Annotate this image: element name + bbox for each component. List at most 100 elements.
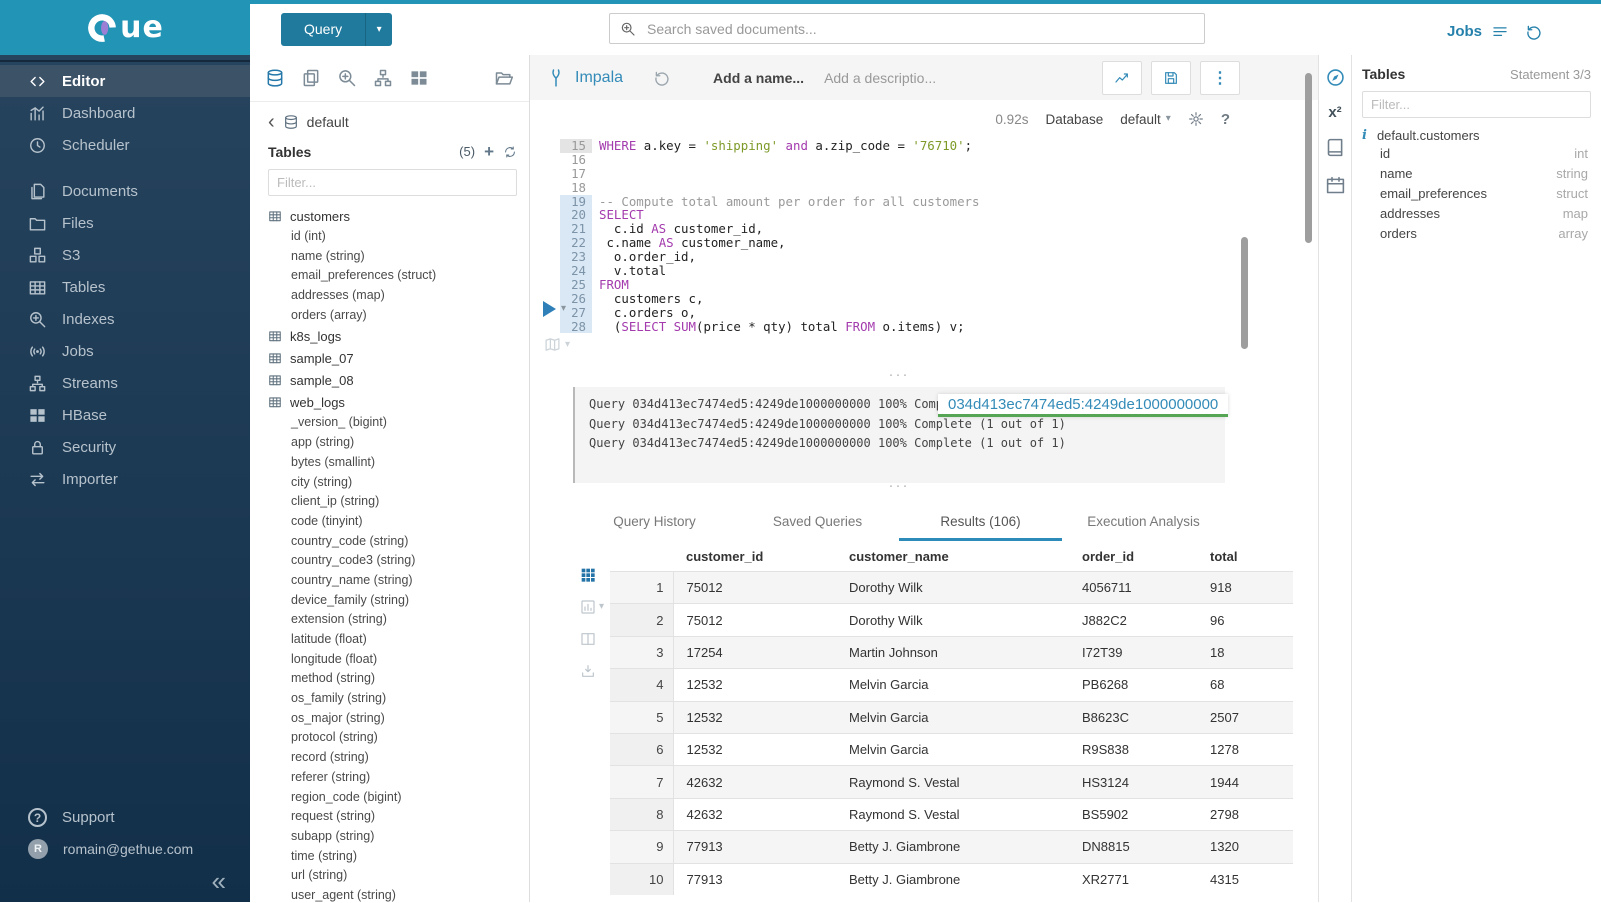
sitemap-icon[interactable] (373, 68, 393, 88)
column-header[interactable]: total (1210, 548, 1238, 564)
language-reference-icon[interactable] (1325, 137, 1346, 158)
table-item[interactable]: sample_07 (268, 347, 517, 369)
column-item[interactable]: country_name (string) (291, 572, 413, 587)
database-name[interactable]: default (306, 114, 349, 130)
column-row[interactable]: orders array (1362, 224, 1591, 244)
column-item[interactable]: name (string) (291, 248, 365, 263)
query-description-field[interactable]: Add a descriptio... (824, 69, 937, 86)
document-search[interactable] (609, 13, 1205, 44)
sidebar-item-streams[interactable]: Streams (0, 367, 250, 399)
resize-handle-top[interactable]: ··· (888, 366, 910, 383)
search-input[interactable] (645, 19, 1194, 38)
column-item[interactable]: time (string) (291, 848, 357, 863)
column-item[interactable]: country_code (string) (291, 533, 409, 548)
resize-handle-bottom[interactable]: ··· (888, 477, 910, 494)
column-item[interactable]: region_code (bigint) (291, 789, 402, 804)
search-plus-icon[interactable] (337, 68, 357, 88)
right-filter-input[interactable] (1362, 91, 1591, 118)
table-item[interactable]: sample_08 (268, 369, 517, 391)
column-item[interactable]: os_family (string) (291, 691, 387, 706)
column-item[interactable]: request (string) (291, 809, 376, 824)
query-name-field[interactable]: Add a name... (713, 69, 805, 86)
column-item[interactable]: record (string) (291, 750, 369, 765)
column-row[interactable]: name string (1362, 163, 1591, 183)
column-item[interactable]: addresses (map) (291, 288, 385, 303)
engine-badge[interactable]: Impala (546, 68, 623, 88)
active-table-name[interactable]: default.customers (1376, 128, 1480, 143)
main-scrollbar[interactable] (1305, 73, 1312, 243)
info-icon[interactable]: i (1362, 128, 1367, 143)
sidebar-item-hbase[interactable]: HBase (0, 399, 250, 431)
save-button[interactable] (1151, 60, 1191, 95)
chart-button[interactable] (1102, 60, 1142, 95)
explain-button[interactable]: ▾ (544, 336, 570, 353)
column-row[interactable]: addresses map (1362, 204, 1591, 224)
sidebar-item-security[interactable]: Security (0, 431, 250, 463)
column-item[interactable]: longitude (float) (291, 651, 378, 666)
new-query-label[interactable]: Query (304, 21, 343, 37)
column-item[interactable]: method (string) (291, 671, 376, 686)
column-item[interactable]: app (string) (291, 435, 355, 450)
settings-gear-icon[interactable] (1188, 111, 1204, 127)
table-item[interactable]: customers (268, 205, 517, 227)
functions-icon[interactable]: x² (1328, 104, 1342, 121)
folder-open-icon[interactable] (494, 68, 514, 88)
sidebar-item-editor[interactable]: Editor (0, 65, 250, 97)
tab-results-106[interactable]: Results (106) (899, 502, 1062, 541)
assistant-compass-icon[interactable] (1325, 67, 1346, 88)
grid-view-button[interactable] (580, 567, 596, 583)
column-item[interactable]: city (string) (291, 474, 353, 489)
column-item[interactable]: user_agent (string) (291, 887, 396, 902)
tab-saved-queries[interactable]: Saved Queries (772, 514, 863, 529)
column-header[interactable]: customer_id (686, 548, 764, 564)
column-header[interactable]: order_id (1082, 548, 1135, 564)
chevron-left-icon[interactable]: ‹ (268, 111, 275, 133)
databases-icon[interactable] (265, 68, 285, 88)
more-actions-button[interactable]: ⋮ (1200, 60, 1240, 95)
column-item[interactable]: code (tinyint) (291, 513, 363, 528)
database-select[interactable]: default ▾ (1120, 112, 1171, 127)
column-item[interactable]: client_ip (string) (291, 494, 380, 509)
column-item[interactable]: extension (string) (291, 612, 387, 627)
database-breadcrumb[interactable]: ‹ default (268, 111, 517, 133)
sidebar-item-s3[interactable]: S3 (0, 239, 250, 271)
refresh-icon[interactable] (503, 145, 517, 159)
schedule-icon[interactable] (1325, 175, 1346, 196)
column-row[interactable]: id int (1362, 143, 1591, 163)
sidebar-item-indexes[interactable]: Indexes (0, 303, 250, 335)
column-item[interactable]: email_preferences (struct) (291, 268, 437, 283)
apps-grid-icon[interactable] (409, 68, 429, 88)
sidebar-item-tables[interactable]: Tables (0, 271, 250, 303)
query-id-tooltip[interactable]: 034d413ec7474ed5:4249de1000000000 (938, 394, 1229, 417)
jobs-link[interactable]: Jobs (1447, 23, 1509, 41)
column-header[interactable]: customer_name (849, 548, 949, 564)
help-icon[interactable]: ? (1220, 110, 1230, 128)
sidebar-item-dashboard[interactable]: Dashboard (0, 97, 250, 129)
column-item[interactable]: referer (string) (291, 769, 371, 784)
column-item[interactable]: url (string) (291, 868, 348, 883)
hue-logo[interactable]: ue (0, 0, 250, 55)
history-icon[interactable] (1525, 23, 1543, 41)
column-item[interactable]: _version_ (bigint) (291, 415, 387, 430)
sidebar-collapse-icon[interactable]: « (211, 866, 226, 896)
sidebar-item-scheduler[interactable]: Scheduler (0, 129, 250, 161)
active-table-row[interactable]: i default.customers (1362, 128, 1591, 143)
table-item[interactable]: k8s_logs (268, 325, 517, 347)
column-item[interactable]: bytes (smallint) (291, 454, 376, 469)
sidebar-item-user[interactable]: R romain@gethue.com (0, 833, 250, 864)
column-row[interactable]: email_preferences struct (1362, 183, 1591, 203)
documents-icon[interactable] (301, 68, 321, 88)
tables-filter-input[interactable] (268, 169, 517, 196)
sidebar-item-support[interactable]: ? Support (0, 802, 250, 833)
sidebar-item-jobs[interactable]: Jobs (0, 335, 250, 367)
table-item[interactable]: web_logs (268, 391, 517, 413)
column-item[interactable]: device_family (string) (291, 592, 410, 607)
tab-query-history[interactable]: Query History (613, 514, 696, 529)
sidebar-item-files[interactable]: Files (0, 207, 250, 239)
new-query-dropdown[interactable]: ▾ (365, 13, 392, 46)
columns-view-button[interactable] (580, 631, 596, 647)
chart-view-button[interactable]: ▾ (580, 599, 604, 615)
column-item[interactable]: subapp (string) (291, 828, 375, 843)
query-history-icon[interactable] (653, 69, 671, 87)
add-table-icon[interactable]: + (484, 142, 494, 161)
